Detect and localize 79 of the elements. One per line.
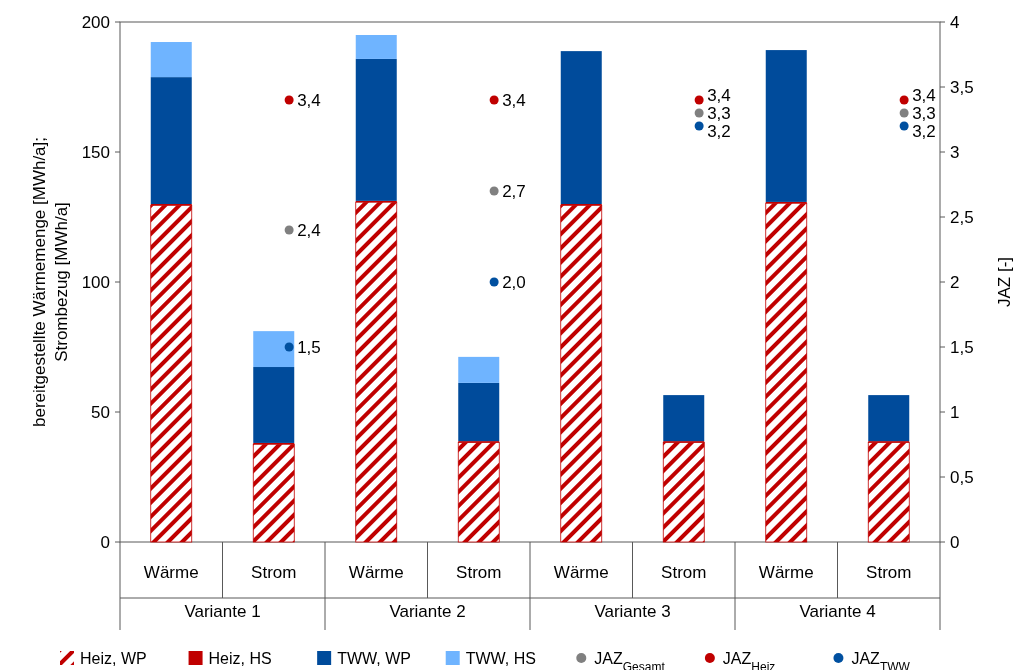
data-label: 3,4	[707, 86, 731, 105]
bar	[867, 442, 910, 543]
x-tick-label: Wärme	[348, 562, 404, 582]
bar	[663, 395, 705, 442]
y-tick-label: 150	[81, 142, 110, 162]
x-tick-label: Strom	[456, 562, 502, 582]
point	[899, 121, 909, 131]
y2-tick-label: 4	[950, 12, 960, 32]
legend-label: TWW, WP	[337, 649, 411, 667]
y2-tick-label: 0	[950, 532, 960, 552]
data-label: 3,2	[707, 122, 731, 141]
bar	[355, 35, 397, 59]
data-label: 2,0	[502, 273, 526, 292]
y2-tick-label: 1	[950, 402, 960, 422]
x-tick-label: Strom	[661, 562, 707, 582]
data-label: 3,3	[912, 104, 936, 123]
bar	[150, 42, 192, 78]
text: Variante 3	[594, 601, 671, 621]
y-tick-label: 0	[100, 532, 110, 552]
y2-axis-title: JAZ [-]	[995, 256, 1014, 308]
text: Variante 4	[799, 601, 876, 621]
bar	[355, 201, 398, 543]
point	[284, 342, 294, 352]
bar	[252, 443, 295, 543]
bar	[150, 77, 192, 204]
legend-label: Heiz, WP	[80, 649, 147, 667]
data-label: 3,4	[297, 91, 321, 110]
bar	[560, 51, 602, 204]
legend-label: JAZ$_{Heiz}$	[722, 649, 776, 670]
bar	[457, 442, 500, 543]
point	[489, 186, 499, 196]
legend-label: TWW, HS	[465, 649, 536, 667]
bar	[458, 356, 500, 383]
point	[284, 95, 294, 105]
bar	[253, 367, 295, 443]
data-label: 3,3	[707, 104, 731, 123]
legend-label: Heiz, HS	[208, 649, 272, 667]
bar	[253, 331, 295, 368]
y2-tick-label: 0,5	[950, 467, 974, 487]
point	[284, 225, 294, 235]
point	[694, 95, 704, 105]
point	[694, 108, 704, 118]
y-tick-label: 200	[81, 12, 110, 32]
y-tick-label: 50	[91, 402, 110, 422]
point	[489, 95, 499, 105]
data-label: 3,4	[502, 91, 526, 110]
legend-label: JAZ$_{TWW}$	[851, 649, 911, 670]
text: Variante 2	[389, 601, 466, 621]
legend-label: JAZ$_{Gesamt}$	[594, 649, 666, 670]
data-label: 1,5	[297, 338, 321, 357]
point	[899, 95, 909, 105]
bar	[868, 395, 910, 442]
bar	[765, 50, 807, 202]
y2-tick-label: 3	[950, 142, 960, 162]
point	[489, 277, 499, 287]
x-tick-label: Wärme	[758, 562, 814, 582]
y-axis-title: bereitgestellte Wärmemenge [MWh/a]; Strombezug [MWh/a]	[30, 136, 71, 428]
x-tick-label: Wärme	[553, 562, 609, 582]
x-tick-label: Strom	[251, 562, 297, 582]
data-label: 3,2	[912, 122, 936, 141]
y2-tick-label: 2,5	[950, 207, 974, 227]
point	[694, 121, 704, 131]
y2-tick-label: 1,5	[950, 337, 974, 357]
bar	[150, 204, 193, 543]
x-tick-label: Strom	[866, 562, 912, 582]
x-tick-label: Wärme	[143, 562, 199, 582]
point	[899, 108, 909, 118]
data-label: 2,4	[297, 221, 321, 240]
bar	[355, 58, 397, 201]
bar	[765, 202, 808, 543]
y2-tick-label: 2	[950, 272, 960, 292]
data-label: 2,7	[502, 182, 526, 201]
bar	[560, 204, 603, 543]
bar	[662, 442, 705, 543]
y-tick-label: 100	[81, 272, 110, 292]
text: Variante 1	[184, 601, 261, 621]
bar	[458, 382, 500, 442]
data-label: 3,4	[912, 86, 936, 105]
y2-tick-label: 3,5	[950, 77, 974, 97]
